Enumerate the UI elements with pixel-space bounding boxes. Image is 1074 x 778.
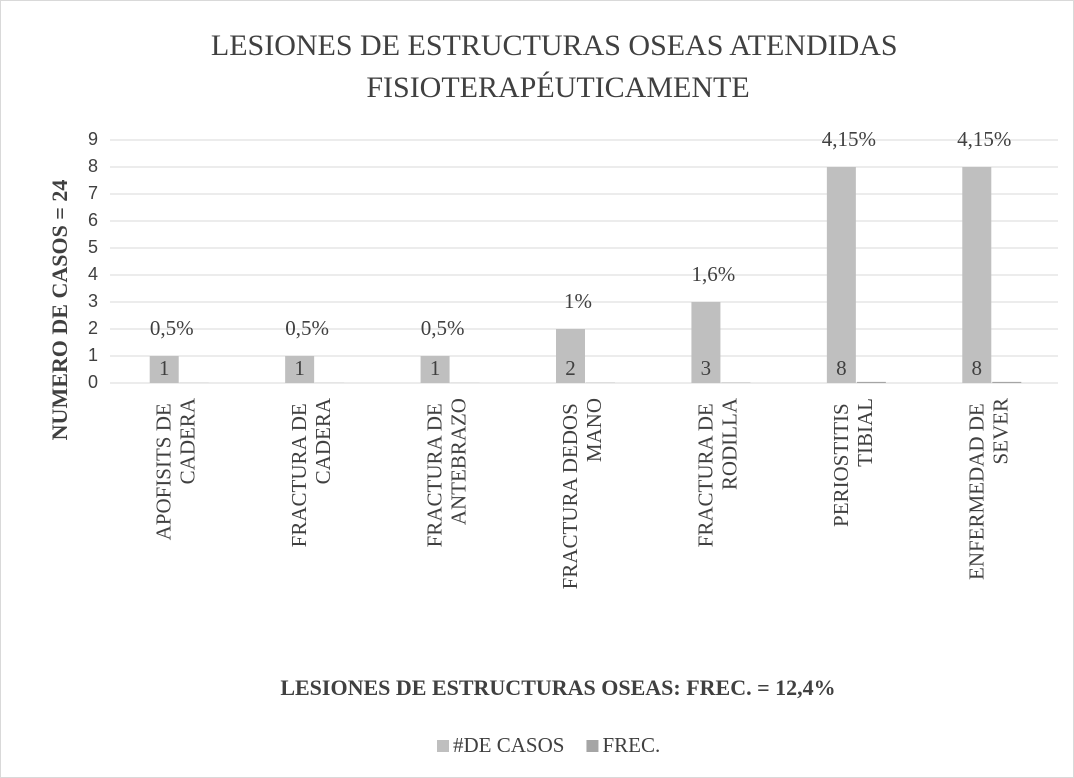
data-label: 0,5%	[285, 316, 329, 340]
x-tick-label: FRACTURA DE RODILLA	[693, 397, 741, 547]
data-label: 1%	[564, 289, 592, 313]
y-tick-label: 3	[88, 291, 98, 311]
bar	[992, 381, 1022, 383]
data-label: 0,5%	[421, 316, 465, 340]
y-tick-label: 2	[88, 318, 98, 338]
x-tick-label: APOFISITS DE CADERA	[152, 397, 200, 540]
legend-swatch	[586, 740, 599, 752]
bar	[962, 167, 992, 383]
legend-label: #DE CASOS	[453, 733, 564, 757]
x-tick-label: PERIOSTITIS TIBIAL	[829, 398, 877, 527]
data-label: 8	[972, 356, 983, 380]
data-label: 8	[836, 356, 847, 380]
bar	[149, 356, 179, 383]
y-tick-label: 8	[88, 156, 98, 176]
bar	[556, 329, 585, 383]
x-tick-label: FRACTURA DEDOS MANO	[558, 398, 606, 589]
legend-label: FREC.	[602, 733, 660, 757]
y-tick-label: 9	[88, 129, 98, 149]
y-tick-label: 6	[88, 210, 98, 230]
y-axis-title: NUMERO DE CASOS = 24	[47, 180, 72, 441]
y-tick-label: 4	[88, 264, 98, 284]
legend-swatch	[437, 740, 449, 752]
bar	[856, 381, 886, 383]
y-tick-label: 1	[88, 345, 98, 365]
data-label: 1	[159, 356, 170, 380]
data-label: 4,15%	[957, 127, 1011, 151]
y-tick-label: 0	[88, 372, 98, 392]
x-axis-title: LESIONES DE ESTRUCTURAS OSEAS: FREC. = 1…	[280, 675, 835, 700]
data-label: 1	[430, 356, 441, 380]
x-tick-label: ENFERMEDAD DE SEVER	[964, 398, 1012, 580]
bar	[691, 302, 721, 383]
bar	[285, 356, 315, 383]
y-tick-label: 5	[88, 237, 98, 257]
chart-title: LESIONES DE ESTRUCTURAS OSEAS ATENDIDAS …	[211, 29, 905, 104]
data-label: 1,6%	[692, 262, 736, 286]
data-label: 3	[701, 356, 712, 380]
x-tick-label: FRACTURA DE CADERA	[287, 397, 335, 547]
bar	[420, 356, 450, 383]
y-tick-label: 7	[88, 183, 98, 203]
data-label: 2	[565, 356, 576, 380]
data-label: 1	[294, 356, 305, 380]
x-tick-label: FRACTURA DE ANTEBRAZO	[422, 398, 470, 547]
data-label: 4,15%	[822, 127, 876, 151]
data-label: 0,5%	[150, 316, 194, 340]
bar	[826, 167, 856, 383]
